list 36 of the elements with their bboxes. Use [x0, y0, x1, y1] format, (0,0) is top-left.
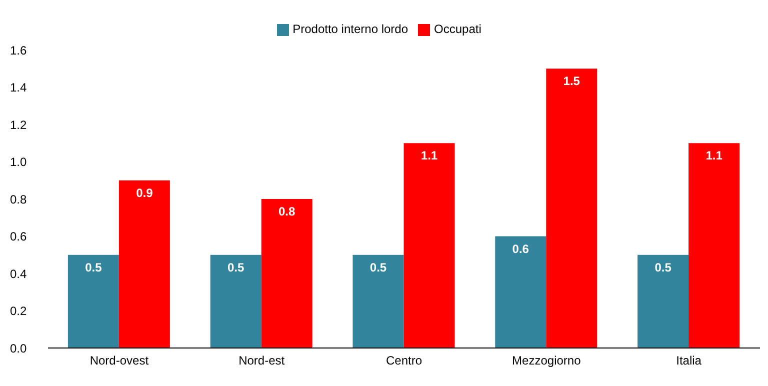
y-tick-label: 1.6 [10, 43, 28, 58]
bar [495, 236, 546, 348]
bar [688, 143, 740, 348]
y-tick-label: 1.0 [10, 155, 28, 170]
bar [352, 254, 404, 348]
bar [118, 180, 170, 348]
data-label: 0.8 [278, 204, 296, 219]
bar [546, 68, 598, 348]
y-tick-label: 0.4 [10, 266, 28, 281]
x-tick-label: Italia [676, 354, 702, 368]
data-label: 1.1 [420, 148, 438, 163]
data-label: 0.5 [227, 260, 244, 274]
y-tick-label: 0.6 [10, 230, 28, 244]
data-label: 0.9 [136, 186, 154, 200]
data-label: 0.5 [654, 260, 672, 274]
bar [261, 199, 312, 348]
bar [404, 143, 455, 348]
y-tick-label: 0.8 [10, 192, 28, 206]
data-label: 0.5 [370, 260, 387, 274]
data-label: 1.1 [706, 148, 723, 163]
legend-label: Prodotto interno lordo [292, 22, 408, 36]
bar [68, 254, 119, 348]
y-tick-label: 1.2 [10, 118, 28, 132]
x-tick-label: Centro [386, 354, 422, 368]
x-tick-label: Nord-est [238, 354, 286, 368]
x-tick-label: Mezzogiorno [512, 354, 582, 368]
data-label: 1.5 [563, 74, 580, 88]
data-label: 0.6 [512, 242, 530, 256]
legend-label: Occupati [434, 22, 482, 36]
y-tick-label: 0.2 [10, 304, 28, 318]
bar [210, 254, 262, 348]
x-tick-label: Nord-ovest [90, 354, 150, 368]
data-label: 0.5 [85, 260, 102, 274]
y-tick-label: 0.0 [10, 341, 28, 356]
y-tick-label: 1.4 [10, 80, 28, 95]
bar [638, 254, 689, 348]
